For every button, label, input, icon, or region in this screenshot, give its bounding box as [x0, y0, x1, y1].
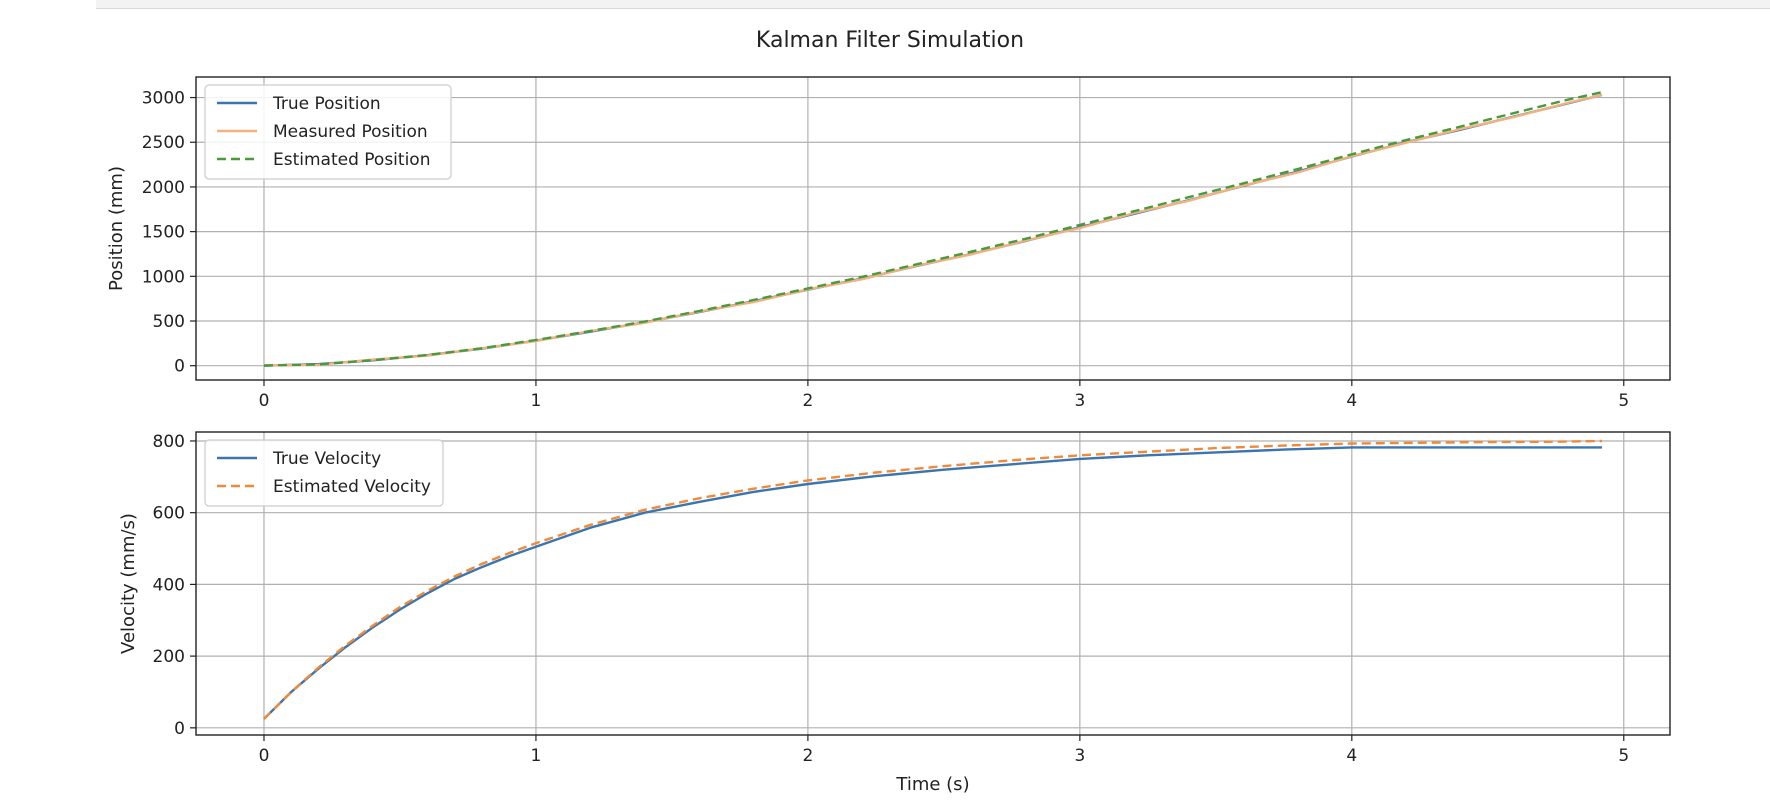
x-tick-label: 4 — [1346, 746, 1357, 766]
y-axis-label: Velocity (mm/s) — [118, 513, 139, 654]
legend-box — [204, 84, 452, 180]
y-tick-label: 200 — [153, 647, 185, 667]
x-tick-label: 2 — [802, 391, 813, 411]
subplot-1: 0 1 2 3 4 5 0 500 1000 1500 2000 2500 3000 Position (… — [106, 76, 1671, 411]
subplot-2: 0 1 2 3 4 5 0 200 400 600 800 Velocity (mm/s) Time (… — [118, 431, 1671, 795]
y-tick-label: 2000 — [142, 178, 185, 198]
y-tick-label: 1000 — [142, 267, 185, 287]
x-tick-label: 3 — [1074, 746, 1085, 766]
x-tick-label: 5 — [1618, 746, 1629, 766]
y-tick-label: 0 — [174, 357, 185, 377]
y-tick-label: 2500 — [142, 133, 185, 153]
y-tick-label: 500 — [153, 312, 185, 332]
x-tick-label: 3 — [1074, 391, 1085, 411]
legend-entry: True Position — [272, 94, 381, 114]
axes-frame — [195, 431, 1671, 736]
y-tick-label: 3000 — [142, 89, 185, 109]
x-tick-label: 1 — [531, 391, 542, 411]
window-top-bar — [96, 0, 1770, 9]
y-tick-label: 0 — [174, 719, 185, 739]
x-tick-label: 2 — [802, 746, 813, 766]
legend-box — [204, 439, 444, 507]
y-tick-label: 400 — [153, 575, 185, 595]
series-line-estimated-velocity — [263, 439, 1603, 720]
legend-entry: True Velocity — [272, 449, 381, 469]
y-tick-label: 800 — [153, 432, 185, 452]
y-tick-label: 1500 — [142, 223, 185, 243]
x-tick-label: 1 — [531, 746, 542, 766]
series-line-true-velocity — [263, 446, 1602, 720]
axes-frame — [195, 76, 1671, 381]
legend: True Position Measured Position Estimated … — [204, 84, 452, 180]
x-tick-label: 5 — [1618, 391, 1629, 411]
x-axis-label: Time (s) — [895, 774, 969, 795]
figure-title: Kalman Filter Simulation — [756, 28, 1024, 53]
x-tick-label: 0 — [259, 746, 270, 766]
x-tick-label: 0 — [259, 391, 270, 411]
legend: True Velocity Estimated Velocity — [204, 439, 444, 507]
y-tick-label: 600 — [153, 504, 185, 524]
legend-entry: Estimated Velocity — [273, 477, 431, 497]
series-line-measured-position — [263, 93, 1603, 367]
series-line-true-position — [263, 93, 1603, 367]
series-line-estimated-position — [263, 91, 1603, 367]
y-axis-label: Position (mm) — [106, 166, 127, 291]
legend-entry: Measured Position — [273, 122, 428, 142]
legend-entry: Estimated Position — [273, 150, 430, 170]
x-tick-label: 4 — [1346, 391, 1357, 411]
